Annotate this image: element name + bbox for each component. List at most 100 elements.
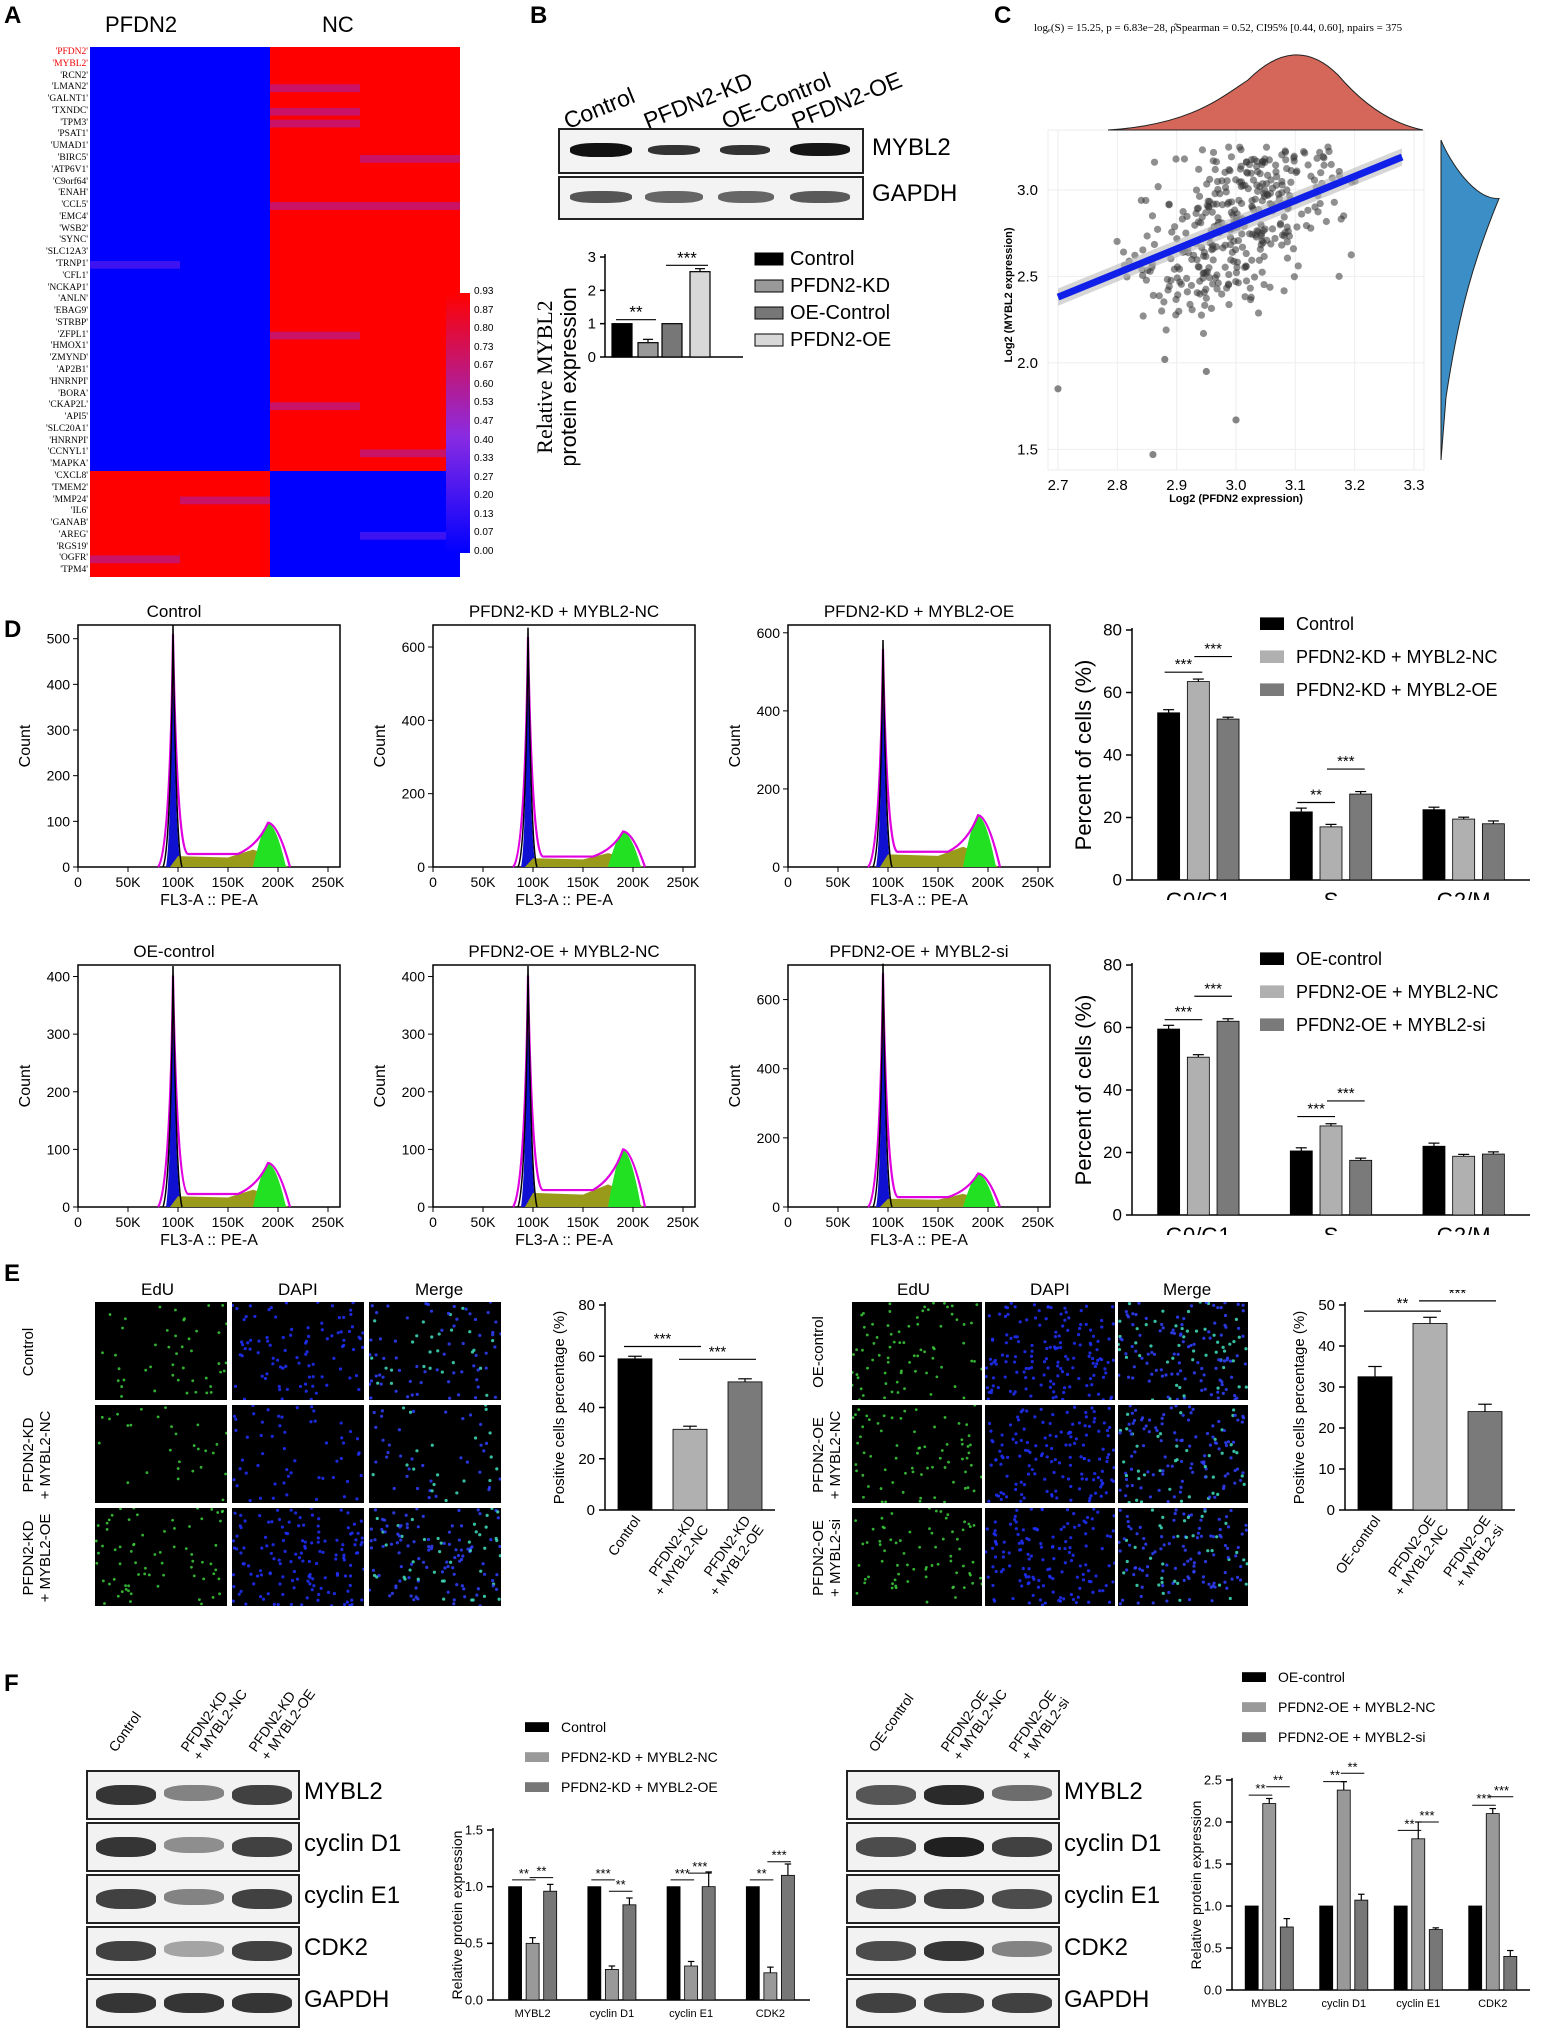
histogram-xtick-label: 150K <box>922 874 955 890</box>
heatmap-cell <box>180 259 270 272</box>
micrograph-cell-dot <box>375 1575 379 1579</box>
micrograph-cell-dot <box>293 1459 297 1463</box>
micrograph-cell-dot <box>251 1403 255 1407</box>
micrograph-cell-dot <box>411 1409 416 1414</box>
micrograph-cell-dot <box>234 1417 238 1421</box>
micrograph-cell-dot <box>353 1543 357 1547</box>
micrograph-cell-dot <box>1220 1382 1224 1387</box>
histogram-fit <box>157 634 292 868</box>
micrograph-cell-dot <box>1079 1455 1083 1459</box>
micrograph-cell-dot <box>110 1513 114 1517</box>
blot-f-band <box>924 1941 984 1961</box>
micrograph-cell-dot <box>931 1346 935 1349</box>
micrograph-cell-dot <box>311 1384 315 1388</box>
micrograph-cell-dot <box>1043 1340 1047 1344</box>
micrograph-cell-dot <box>930 1564 934 1567</box>
micrograph-cell-dot <box>1173 1431 1177 1435</box>
scatter-point <box>1238 230 1246 238</box>
micrograph-cell-dot <box>290 1327 294 1331</box>
heatmap-cell <box>90 341 180 354</box>
micrograph-cell-dot <box>1022 1427 1026 1431</box>
e-bar-sig-label: *** <box>1449 1290 1467 1302</box>
micrograph-cell-dot <box>233 1511 237 1515</box>
micrograph-cell-dot <box>897 1330 901 1334</box>
micrograph-cell-dot <box>1223 1571 1227 1575</box>
histogram-xtick-label: 200K <box>617 874 650 890</box>
micrograph-cell-dot <box>962 1586 966 1590</box>
micrograph-cell-dot <box>156 1584 160 1588</box>
micrograph-cell-dot <box>1214 1366 1218 1370</box>
micrograph-cell-dot <box>425 1565 429 1569</box>
micrograph-cell-dot <box>289 1333 293 1337</box>
micrograph-cell-dot <box>1166 1395 1170 1399</box>
bar <box>701 1886 716 2001</box>
blot-f-band <box>856 1889 916 1909</box>
micrograph-cell-dot <box>1099 1485 1103 1489</box>
micrograph-cell-dot <box>1129 1527 1133 1531</box>
micrograph-cell-dot <box>498 1544 502 1549</box>
b-sig-label: ** <box>629 303 643 322</box>
micrograph-cell-dot <box>1005 1474 1009 1478</box>
micrograph-cell-dot <box>1241 1416 1246 1420</box>
micrograph-cell-dot <box>354 1538 358 1542</box>
micrograph-cell-dot <box>986 1575 990 1579</box>
micrograph-cell-dot <box>348 1376 352 1380</box>
micrograph-cell-dot <box>940 1449 944 1452</box>
micrograph-cell-dot <box>1112 1466 1116 1470</box>
micrograph-cell-dot <box>1136 1601 1140 1605</box>
micrograph-cell-dot <box>1222 1365 1226 1370</box>
micrograph-cell-dot <box>912 1567 916 1571</box>
micrograph-cell-dot <box>1157 1583 1161 1587</box>
micrograph-cell-dot <box>943 1466 947 1469</box>
micrograph-cell-dot <box>432 1482 436 1487</box>
micrograph-cell-dot <box>914 1408 918 1412</box>
bar-legend-label: PFDN2-OE + MYBL2-si <box>1296 1015 1486 1035</box>
bar-legend-swatch <box>1260 1018 1284 1031</box>
micrograph-cell-dot <box>1128 1404 1132 1408</box>
micrograph-cell-dot <box>1217 1419 1221 1424</box>
scatter-point <box>1197 311 1206 319</box>
bar <box>763 1972 778 2001</box>
scatter-point <box>1192 186 1201 194</box>
micrograph-cell-dot <box>320 1321 324 1325</box>
blot-f-band <box>992 1785 1052 1801</box>
blot-f-strip <box>86 1770 300 1820</box>
micrograph-cell-dot <box>1009 1301 1013 1305</box>
bar <box>1289 811 1313 881</box>
micrograph-cell-dot <box>269 1551 273 1556</box>
micrograph-cell-dot <box>1161 1326 1165 1330</box>
micrograph-cell-dot <box>1157 1488 1161 1492</box>
micrograph-cell-dot <box>1043 1436 1047 1440</box>
micrograph-cell-dot <box>1025 1409 1029 1413</box>
micrograph-cell-dot <box>108 1417 111 1421</box>
micrograph-cell-dot <box>239 1589 243 1593</box>
heatmap-gene-label: 'MAPKA' <box>50 459 88 470</box>
bar-ytick-label: 2.5 <box>1204 1772 1222 1787</box>
micrograph-cell-dot <box>1189 1557 1193 1561</box>
micrograph-cell-dot <box>369 1527 373 1531</box>
micrograph-cell-dot <box>1176 1581 1180 1585</box>
micrograph-cell-dot <box>1093 1491 1098 1495</box>
micrograph-cell-dot <box>1186 1559 1190 1563</box>
e-bar-ytick-label: 20 <box>1318 1420 1335 1437</box>
micrograph-cell-dot <box>180 1345 184 1349</box>
bar <box>543 1890 558 2001</box>
histogram-g1-peak <box>166 970 181 1207</box>
micrograph-cell-dot <box>1001 1456 1005 1460</box>
heatmap-cell <box>90 270 180 284</box>
scatter-point <box>1182 229 1190 237</box>
micrograph-cell-dot <box>1213 1495 1217 1499</box>
micrograph-cell-dot <box>392 1511 396 1515</box>
micrograph-cell-dot <box>283 1549 287 1553</box>
f-bar-sig-label: *** <box>675 1866 690 1881</box>
micrograph-cell-dot <box>1136 1469 1141 1473</box>
micrograph-cell-dot <box>407 1576 411 1580</box>
micrograph-cell-dot <box>1133 1545 1137 1550</box>
micrograph-cell-dot <box>1132 1418 1137 1423</box>
micrograph-cell-dot <box>427 1496 431 1500</box>
scatter-xtick: 2.7 <box>1048 477 1069 494</box>
micrograph-cell-dot <box>348 1583 352 1588</box>
scatter-point <box>1227 208 1235 217</box>
histogram-xlabel: FL3-A :: PE-A <box>515 1232 613 1249</box>
micrograph-cell-dot <box>1030 1349 1034 1353</box>
